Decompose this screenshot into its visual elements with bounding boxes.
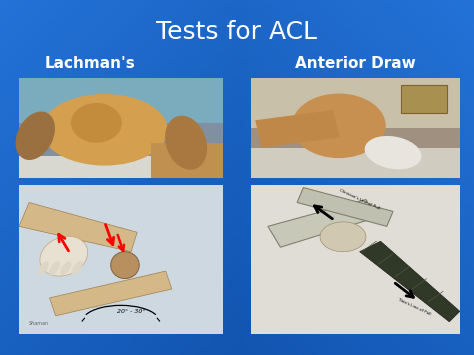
Ellipse shape [40, 236, 88, 276]
Text: Shaman: Shaman [29, 321, 49, 326]
Ellipse shape [41, 94, 168, 165]
Ellipse shape [49, 261, 60, 275]
Bar [19, 78, 223, 123]
Bar [255, 110, 340, 148]
Bar [19, 155, 223, 178]
Bar [152, 143, 223, 178]
Text: 20° - 30°: 20° - 30° [117, 309, 146, 314]
Text: Lachman's: Lachman's [45, 56, 136, 71]
Ellipse shape [71, 103, 122, 143]
Ellipse shape [165, 116, 207, 170]
Ellipse shape [320, 222, 366, 252]
Ellipse shape [60, 261, 72, 275]
Polygon shape [49, 271, 172, 316]
Ellipse shape [38, 261, 49, 275]
Text: Tibia's Line of Pull: Tibia's Line of Pull [397, 297, 431, 316]
Text: Clinician's Line of Pull: Clinician's Line of Pull [339, 189, 381, 211]
Polygon shape [297, 187, 393, 226]
Bar [251, 78, 460, 178]
Text: Anterior Draw: Anterior Draw [295, 56, 416, 71]
Text: Tests for ACL: Tests for ACL [156, 20, 318, 44]
Bar [19, 185, 223, 334]
Polygon shape [268, 200, 376, 247]
Ellipse shape [72, 261, 82, 275]
Bar [251, 148, 460, 178]
Bar [251, 78, 460, 128]
Bar [19, 78, 223, 178]
Ellipse shape [365, 136, 421, 169]
Polygon shape [19, 202, 137, 252]
Bar [251, 185, 460, 334]
Bar [401, 85, 447, 113]
Ellipse shape [110, 252, 139, 279]
Polygon shape [360, 241, 460, 322]
Ellipse shape [292, 93, 386, 158]
Ellipse shape [16, 111, 55, 160]
